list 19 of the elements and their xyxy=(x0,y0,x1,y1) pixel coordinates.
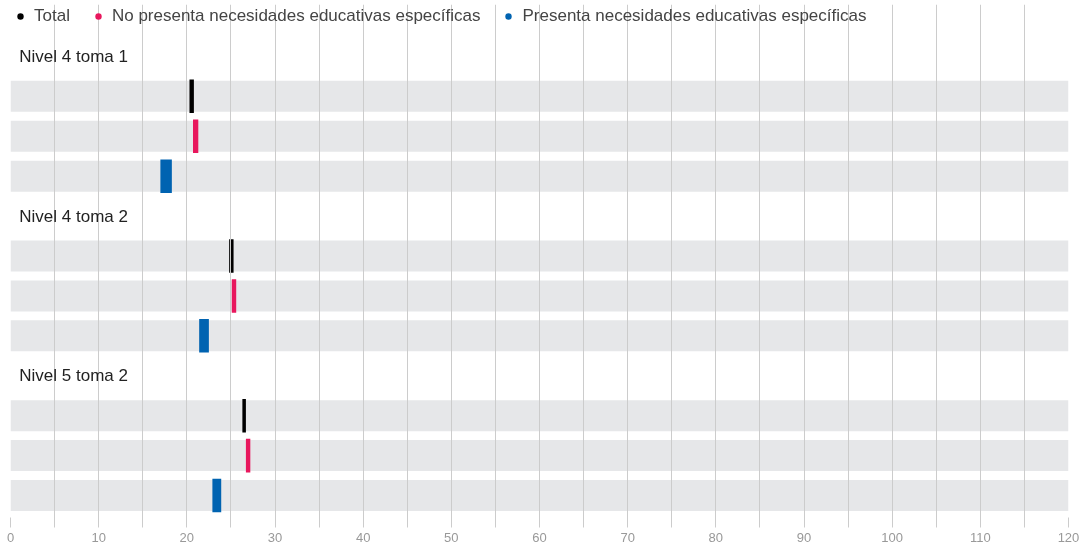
x-tick-label: 20 xyxy=(179,529,195,544)
x-tick-label: 100 xyxy=(881,529,904,544)
x-tick-label: 60 xyxy=(532,529,547,544)
y-tick-label: Nivel 5 toma 2 xyxy=(19,366,128,386)
x-tick-label: 40 xyxy=(355,529,371,544)
x-tick-label: 0 xyxy=(6,529,15,544)
x-tick-label: 120 xyxy=(1057,529,1080,544)
x-tick-label: 80 xyxy=(708,529,724,544)
x-tick-label: 50 xyxy=(444,529,459,544)
x-tick-label: 90 xyxy=(796,529,812,544)
legend-label: No presenta necesidades educativas específicas xyxy=(111,6,481,26)
x-tick-label: 10 xyxy=(91,529,106,544)
x-tick-label: 70 xyxy=(620,529,635,544)
y-tick-label: Nivel 4 toma 2 xyxy=(19,206,128,226)
x-tick-label: 30 xyxy=(267,529,283,544)
legend-label: Presenta necesidades educativas específicas xyxy=(522,6,867,26)
y-tick-label: Nivel 4 toma 1 xyxy=(19,46,128,66)
x-tick-label: 110 xyxy=(969,529,991,544)
legend-label: Total xyxy=(34,6,70,26)
